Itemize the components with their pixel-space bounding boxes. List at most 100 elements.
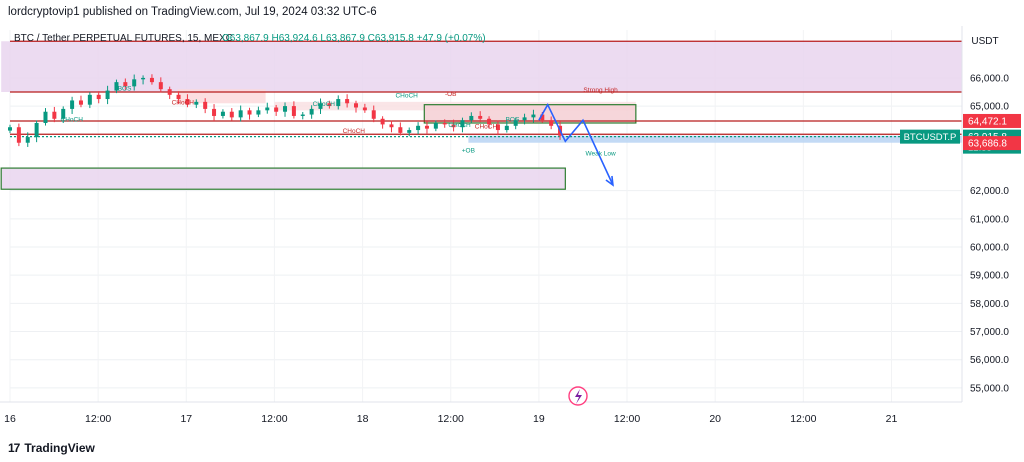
candle-body — [451, 124, 456, 128]
candle-body — [194, 101, 199, 105]
x-tick-label: 21 — [886, 413, 898, 425]
candle-body — [52, 111, 57, 119]
candle-body — [407, 130, 412, 133]
x-tick-label: 12:00 — [85, 413, 111, 425]
candle-body — [212, 108, 217, 116]
candle-body — [353, 103, 358, 108]
candle-body — [469, 115, 474, 121]
annotation-label: CHoCH — [172, 100, 195, 107]
annotation-label: CHoCH — [343, 128, 366, 135]
annotation-label: -OB — [445, 91, 457, 98]
zone — [1, 41, 963, 92]
candle-body — [220, 111, 225, 116]
annotation-label: CHoCH — [448, 122, 471, 129]
candle-body — [176, 94, 181, 100]
price-tag-text: 64,472.1 — [968, 116, 1007, 127]
y-tick-label: 57,000.0 — [970, 327, 1009, 338]
x-tick-label: 12:00 — [790, 413, 816, 425]
projection-arrowhead — [605, 175, 614, 187]
x-tick-label: 12:00 — [438, 413, 464, 425]
price-tags: BTCUSDT.P64,472.163,915.812:5563,686.8 — [900, 113, 1021, 154]
candle-body — [495, 124, 500, 131]
annotations: CHoCH BOS CHoCH CHoCH CHoCH CHoCH -OB CHoCH CHoC… — [61, 86, 619, 158]
candle-body — [478, 115, 483, 119]
candle-body — [513, 120, 518, 126]
y-tick-label: 61,000.0 — [970, 214, 1009, 225]
candle-body — [416, 125, 421, 131]
candle-body — [185, 99, 190, 105]
axes: 66,000.0 65,000.0 62,000.0 61,000.0 60,000.0… — [0, 26, 1009, 425]
ticker-tag-text: BTCUSDT.P — [904, 132, 957, 143]
candle-body — [238, 110, 243, 118]
symbol-line: BTC / Tether PERPETUAL FUTURES, 15, MEXC — [14, 33, 233, 44]
price-tag-bg — [963, 136, 1021, 151]
annotation-label: Weak Low — [585, 150, 616, 157]
y-tick-label: 56,000.0 — [970, 355, 1009, 366]
candle-body — [256, 110, 261, 115]
y-tick-label: 58,000.0 — [970, 299, 1009, 310]
candle-body — [504, 125, 509, 131]
brand-label: TradingView — [24, 441, 95, 455]
footer: 17 TradingView — [8, 440, 95, 456]
ohlc-readout: O63,867.9 H63,924.6 L63,867.9 C63,915.8 … — [222, 33, 486, 44]
candle-body — [389, 124, 394, 128]
candle-body — [247, 110, 252, 115]
y-tick-label: 60,000.0 — [970, 243, 1009, 254]
x-tick-label: 12:00 — [261, 413, 287, 425]
candle-body — [309, 108, 314, 115]
x-tick-label: 20 — [709, 413, 721, 425]
candle-body — [371, 110, 376, 119]
y-tick-label: 55,000.0 — [970, 383, 1009, 394]
x-tick-label: 12:00 — [614, 413, 640, 425]
candle-body — [70, 100, 75, 109]
candle-body — [61, 108, 66, 119]
projection — [538, 102, 614, 187]
price-tag-text: 63,686.8 — [968, 139, 1007, 150]
ticker-tag-bg — [900, 129, 960, 144]
candle-body — [167, 89, 172, 95]
projection-path — [538, 102, 614, 186]
candle-body — [8, 127, 12, 131]
annotation-label: BOS — [118, 86, 132, 93]
candle-body — [78, 100, 83, 105]
annotation-label: BOS — [506, 117, 520, 124]
lightning-icon[interactable] — [568, 386, 588, 406]
candle-body — [433, 123, 438, 129]
candle-body — [149, 77, 154, 83]
zone — [423, 104, 637, 124]
candle-body — [549, 120, 554, 126]
zone — [468, 135, 962, 143]
x-tick-label: 19 — [533, 413, 545, 425]
x-tick-label: 16 — [4, 413, 16, 425]
candle-body — [114, 82, 119, 91]
publish-info: lordcryptovip1 published on TradingView.… — [8, 6, 377, 18]
candle-body — [158, 82, 163, 90]
candle-body — [398, 127, 403, 133]
candle-body — [105, 90, 110, 100]
candle-body — [123, 82, 128, 87]
candle-body — [283, 106, 288, 112]
y-tick-label: 66,000.0 — [970, 73, 1009, 84]
annotation-label: CHoCH — [475, 124, 498, 131]
candle-body — [265, 107, 270, 111]
annotation-label: Strong High — [583, 87, 618, 94]
candle-body — [531, 114, 536, 118]
chart-area[interactable]: CHoCH BOS CHoCH CHoCH CHoCH CHoCH -OB CHoCH CHoC… — [0, 26, 1024, 436]
candle-body — [380, 118, 385, 125]
x-tick-label: 18 — [357, 413, 369, 425]
annotation-label: CHoCH — [313, 101, 336, 108]
candle-body — [87, 94, 92, 105]
y-tick-label: 59,000.0 — [970, 271, 1009, 282]
x-tick-label: 17 — [180, 413, 192, 425]
candle-body — [300, 114, 305, 116]
price-tag-bg — [963, 113, 1021, 128]
candlestick-chart[interactable]: CHoCH BOS CHoCH CHoCH CHoCH CHoCH -OB CHoCH CHoC… — [0, 26, 1024, 436]
candle-body — [487, 118, 492, 125]
candle-body — [460, 120, 465, 128]
candle-body — [16, 127, 21, 143]
annotation-label: CHoCH — [61, 117, 84, 124]
candle-body — [274, 107, 279, 112]
annotation-label: +OB — [462, 148, 475, 155]
candle-body — [229, 111, 234, 118]
annotation-label: CHoCH — [395, 93, 418, 100]
